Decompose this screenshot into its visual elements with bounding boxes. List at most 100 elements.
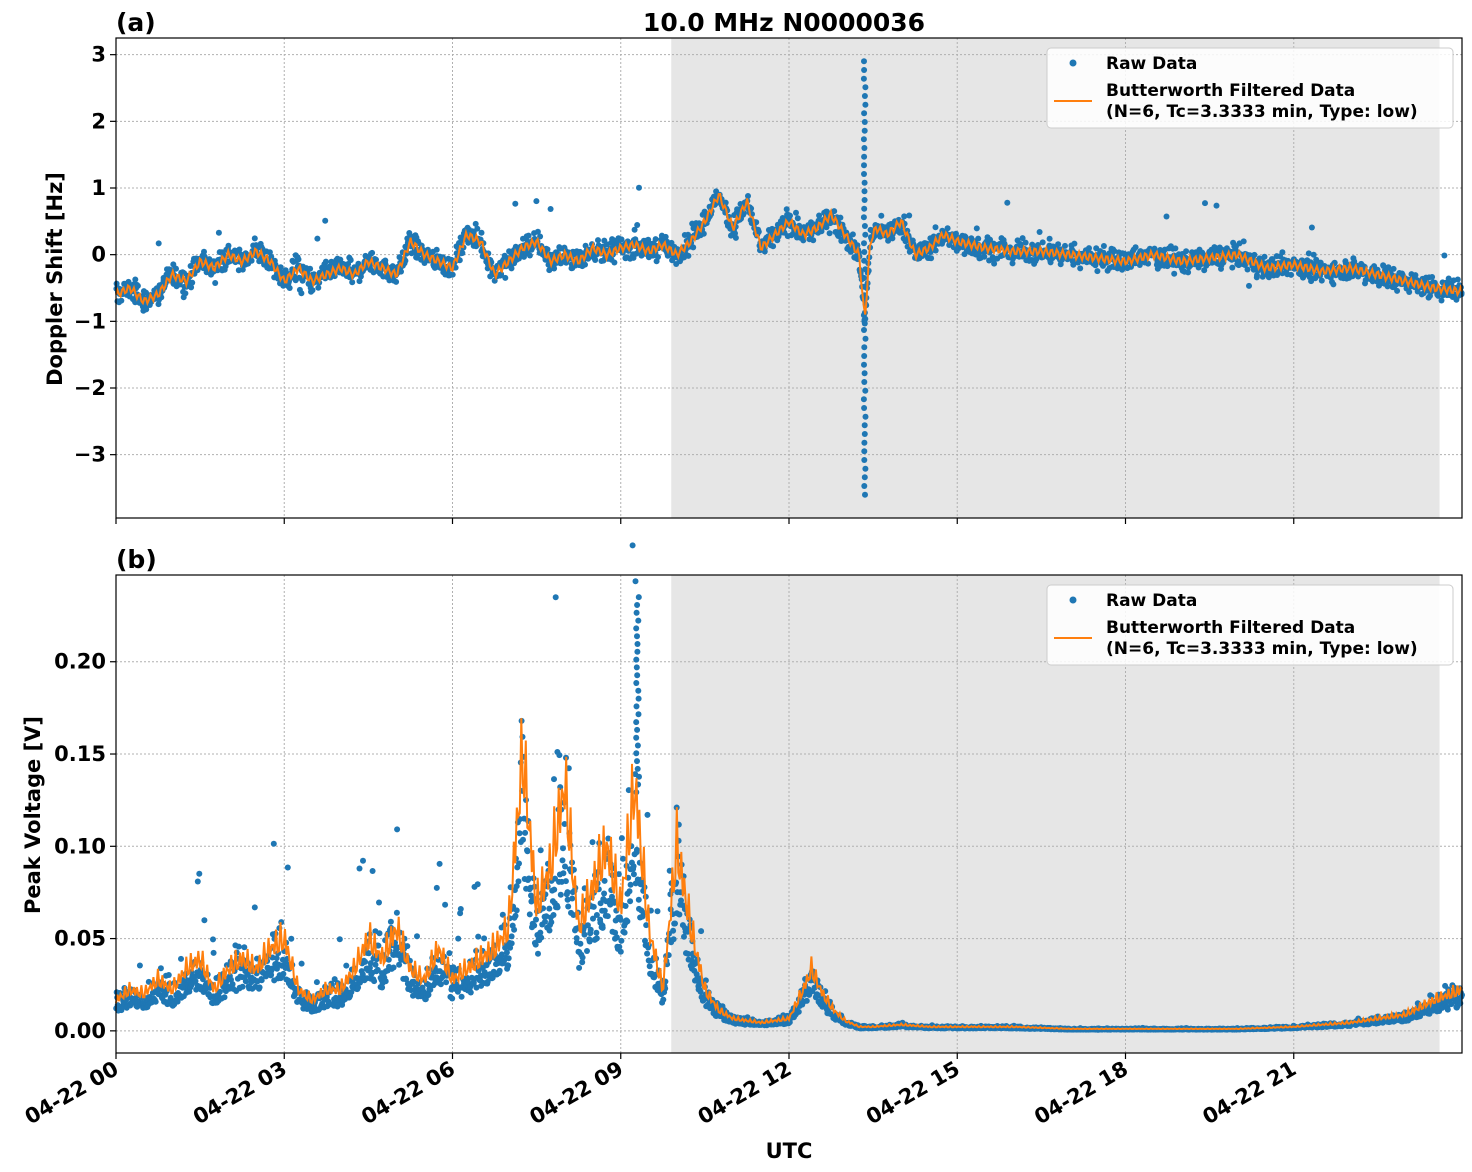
panel-a-ylabel: Doppler Shift [Hz] [43, 172, 67, 386]
raw-data-point [437, 981, 444, 988]
raw-data-point [618, 236, 625, 243]
raw-data-point [295, 256, 302, 263]
raw-data-point [655, 254, 661, 260]
raw-data-point [1145, 260, 1152, 267]
raw-data-point [449, 271, 456, 278]
raw-data-point [251, 235, 258, 242]
panel-a-legend: Raw Data Butterworth Filtered Data (N=6,… [1046, 47, 1454, 129]
raw-data-point [552, 594, 559, 601]
raw-data-point [611, 899, 618, 906]
raw-data-point [601, 907, 608, 914]
raw-data-point [347, 257, 354, 264]
raw-data-point [613, 934, 620, 941]
raw-data-point [307, 265, 314, 272]
raw-data-point [315, 284, 322, 291]
raw-data-point [273, 955, 280, 962]
raw-data-point [1172, 245, 1179, 252]
raw-data-point [390, 964, 397, 971]
raw-data-point [210, 936, 216, 943]
raw-data-point [173, 265, 179, 272]
raw-data-point [861, 162, 867, 169]
raw-data-point [446, 950, 453, 957]
raw-data-point [745, 193, 751, 199]
raw-data-point [573, 935, 580, 942]
raw-data-point [953, 230, 959, 237]
raw-data-point [386, 277, 393, 284]
raw-data-point [1394, 287, 1401, 294]
raw-data-point [861, 483, 868, 489]
raw-data-point [242, 978, 249, 985]
raw-data-point [286, 285, 293, 291]
raw-data-point [617, 916, 624, 923]
raw-data-point [755, 228, 762, 235]
raw-data-point [1406, 289, 1413, 295]
raw-data-point [1318, 277, 1325, 284]
raw-data-point [200, 976, 206, 983]
raw-data-point [810, 237, 817, 244]
raw-data-point [861, 145, 868, 151]
raw-data-point [587, 926, 594, 933]
raw-data-point [277, 264, 284, 271]
raw-data-point [669, 257, 676, 264]
raw-data-point [581, 931, 588, 938]
raw-data-point [525, 875, 532, 882]
raw-data-point [369, 249, 376, 256]
raw-data-point [906, 212, 913, 219]
raw-data-point [643, 922, 650, 929]
raw-data-point [525, 232, 532, 239]
raw-data-point [672, 920, 678, 927]
raw-data-point [629, 542, 636, 549]
raw-data-point [722, 199, 729, 206]
raw-data-point [526, 911, 533, 918]
raw-data-point [396, 254, 403, 261]
raw-data-point [323, 993, 330, 1000]
raw-data-point [861, 197, 868, 203]
raw-data-point [794, 215, 801, 222]
raw-data-point [826, 230, 833, 237]
raw-data-point [795, 1008, 802, 1015]
raw-data-point [1009, 260, 1016, 267]
panel-a-legend-filtered-params: (N=6, Tc=3.3333 min, Type: low) [1106, 102, 1418, 122]
raw-data-point [551, 776, 557, 783]
raw-data-point [761, 248, 768, 255]
y-tick-label: 1 [91, 176, 106, 200]
raw-data-point [861, 344, 868, 351]
raw-data-point [442, 901, 449, 908]
raw-data-point [634, 222, 641, 228]
panel-a-filtered-line [115, 192, 1463, 315]
raw-data-point [576, 964, 583, 971]
raw-data-point [269, 965, 276, 972]
raw-data-point [362, 958, 369, 965]
raw-data-point [1001, 240, 1008, 247]
raw-data-point [221, 994, 228, 1001]
raw-data-point [862, 335, 869, 342]
raw-data-point [1004, 199, 1011, 206]
raw-data-point [284, 864, 291, 871]
raw-data-point [155, 301, 162, 308]
raw-data-point [1412, 272, 1419, 279]
raw-data-point [225, 242, 232, 249]
raw-data-point [458, 993, 465, 1000]
raw-data-point [165, 972, 172, 978]
raw-data-point [503, 949, 510, 956]
raw-data-point [601, 877, 608, 884]
raw-data-point [595, 237, 601, 244]
raw-data-point [862, 491, 868, 498]
raw-data-point [1454, 276, 1461, 283]
raw-data-point [194, 878, 201, 885]
raw-data-point [593, 912, 600, 918]
raw-data-point [569, 895, 576, 902]
raw-data-point [531, 922, 538, 929]
raw-data-point [889, 235, 896, 242]
raw-data-point [404, 943, 411, 950]
raw-data-point [309, 287, 316, 294]
raw-data-point [861, 240, 867, 247]
raw-data-point [861, 119, 868, 125]
raw-data-point [861, 439, 868, 446]
raw-data-point [1062, 242, 1068, 249]
raw-data-point [973, 225, 980, 232]
raw-data-point [551, 886, 558, 893]
raw-data-point [535, 950, 541, 957]
raw-data-point [474, 225, 481, 232]
raw-data-point [1244, 266, 1251, 273]
